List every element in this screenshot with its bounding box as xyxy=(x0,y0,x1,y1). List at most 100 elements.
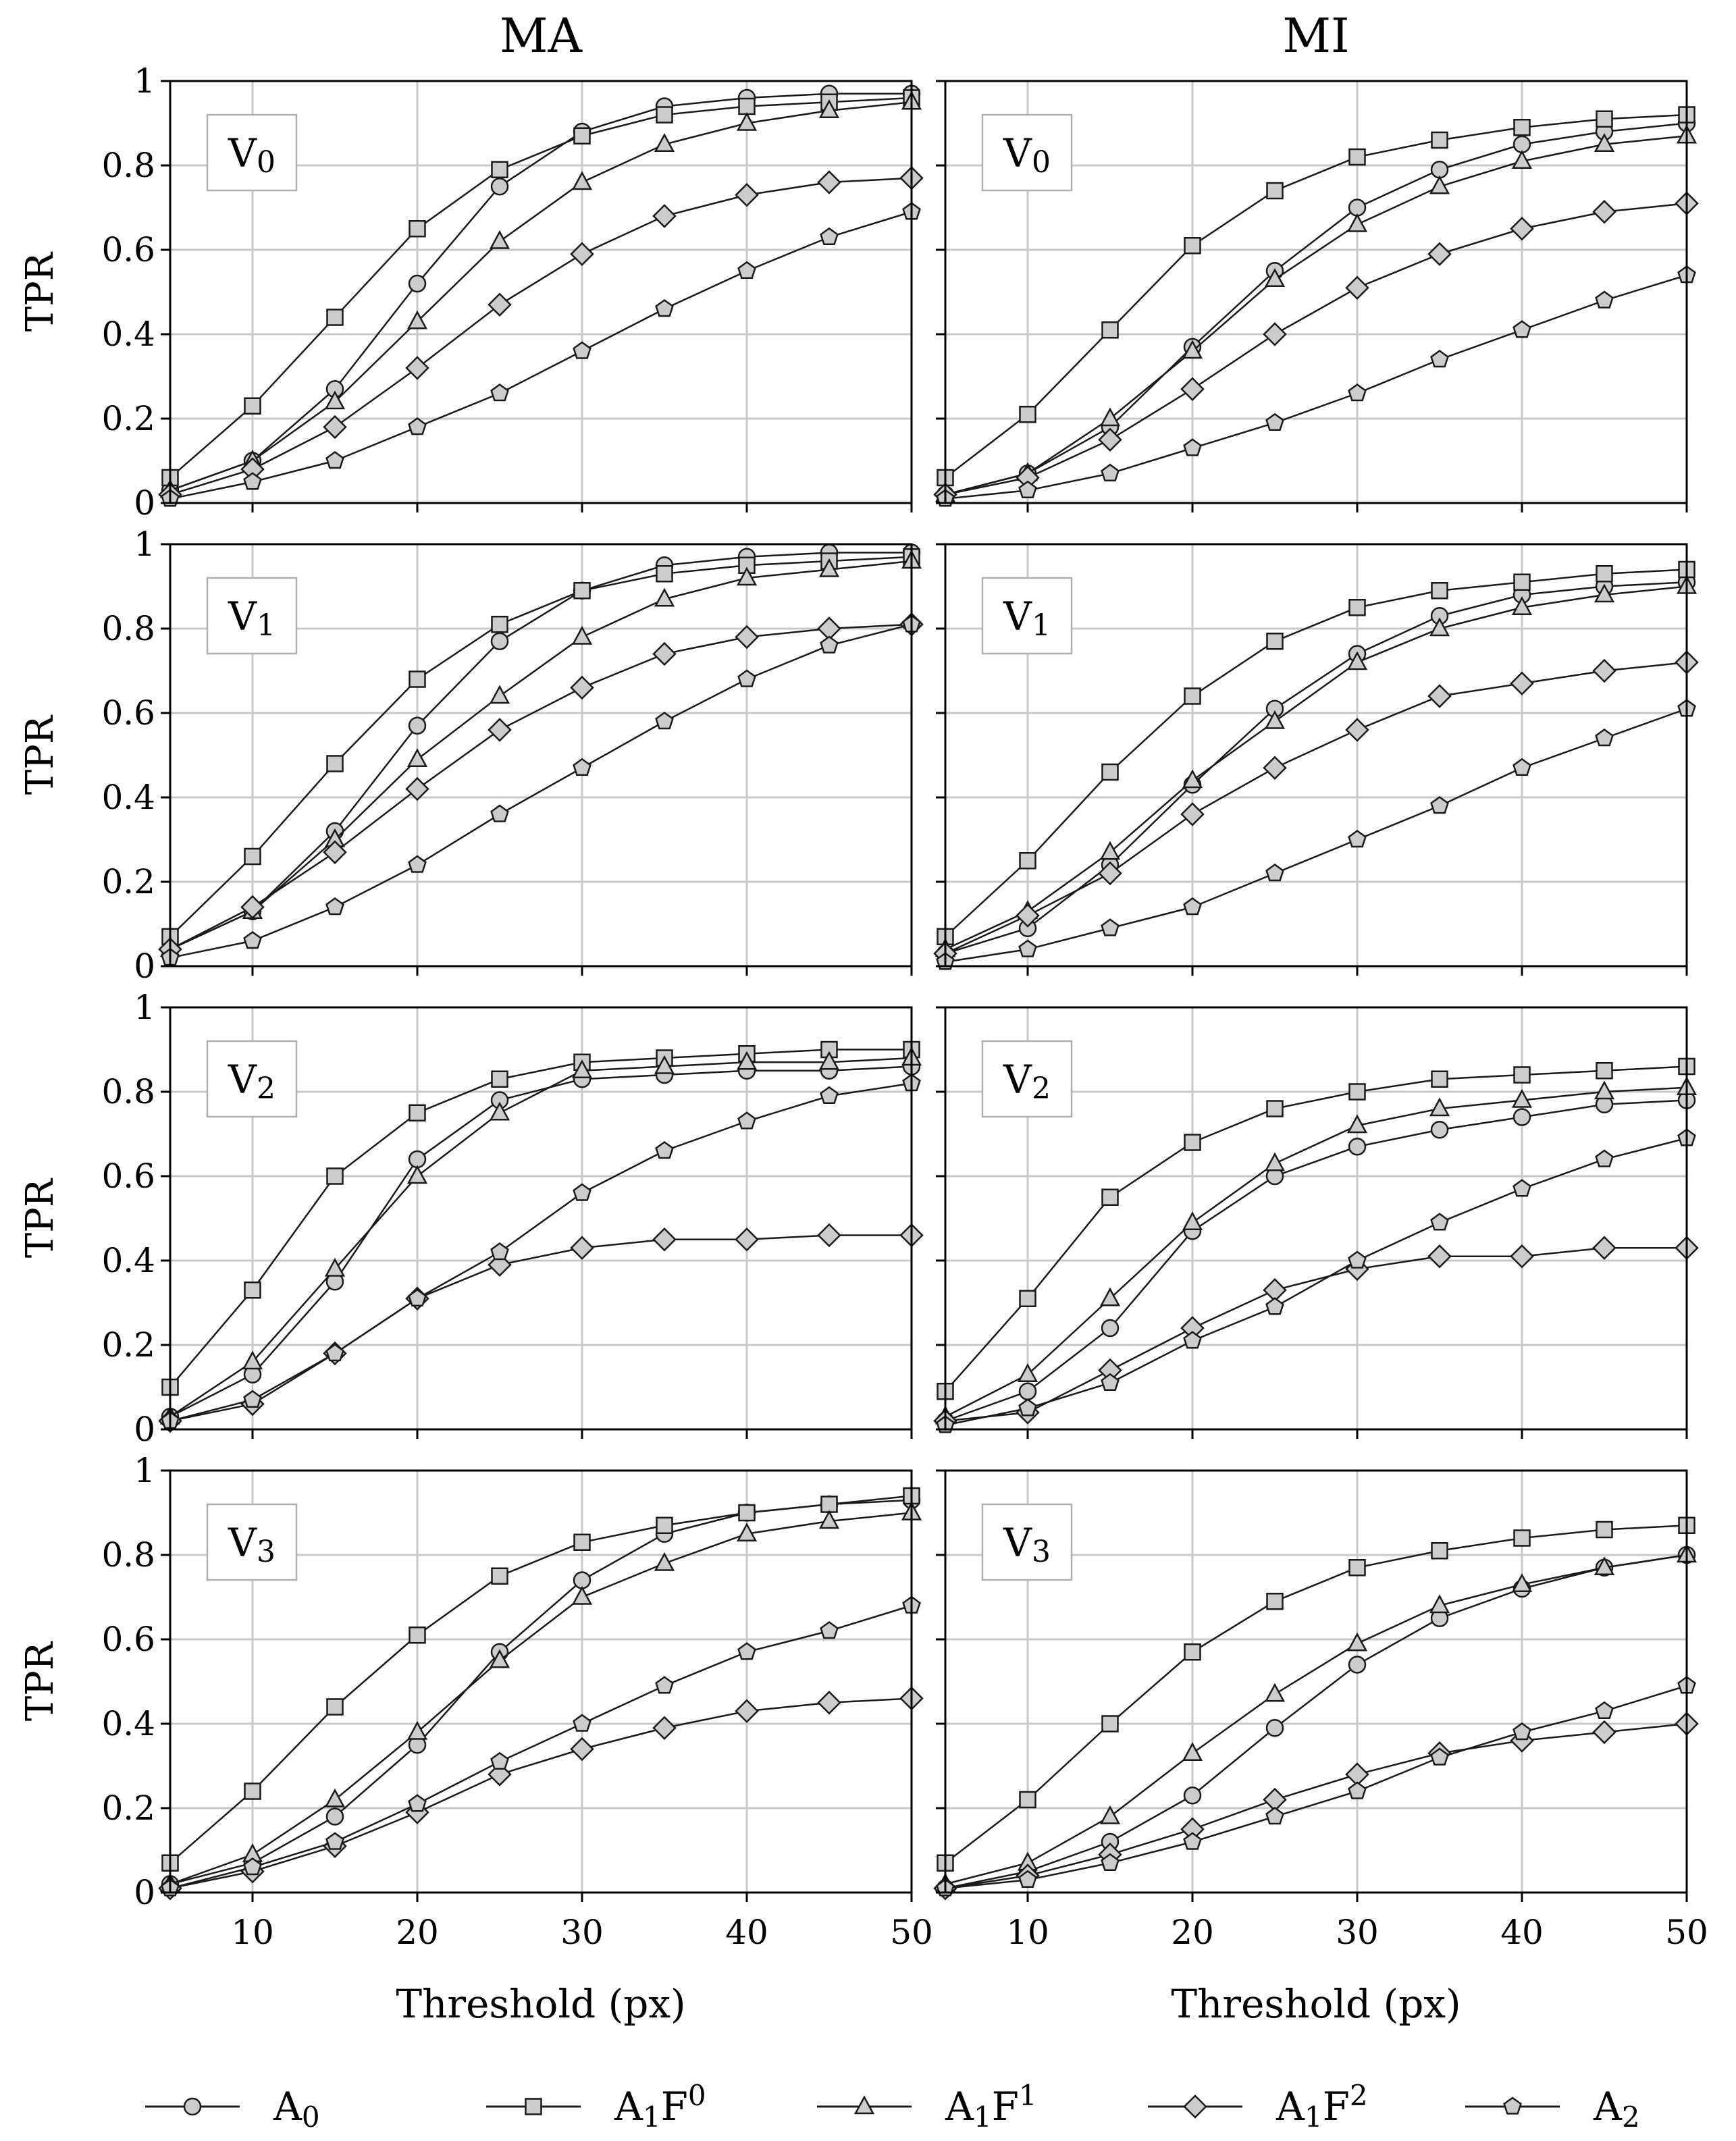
series-line-a1f0 xyxy=(945,569,1687,938)
data-point-a1f0 xyxy=(244,847,261,866)
x-tick-label: 50 xyxy=(890,1913,933,1952)
data-point-a2 xyxy=(573,758,591,776)
legend-label-f: F xyxy=(1323,2084,1350,2130)
data-point-a1f1 xyxy=(654,133,675,152)
data-point-a1f0 xyxy=(1348,148,1366,166)
data-point-a1f0 xyxy=(573,582,591,600)
data-point-a2 xyxy=(655,298,674,317)
data-point-a1f0 xyxy=(573,127,591,144)
data-point-a1f2 xyxy=(735,182,759,207)
data-point-a1f1 xyxy=(1346,651,1368,670)
data-point-a0 xyxy=(408,716,427,735)
plot-frame xyxy=(169,80,913,504)
data-point-a1f0 xyxy=(738,97,756,115)
data-point-a2 xyxy=(325,1343,344,1362)
data-point-a1f1 xyxy=(818,1510,840,1529)
data-point-a1f1 xyxy=(1511,1088,1533,1108)
data-point-a1f1 xyxy=(242,1350,263,1370)
x-tick-label: 20 xyxy=(396,1913,439,1952)
data-point-a0 xyxy=(325,1807,344,1826)
data-point-a1f1 xyxy=(1594,1556,1615,1575)
series-line-a1f2 xyxy=(945,203,1687,496)
data-point-a1f1 xyxy=(736,1051,758,1070)
y-tick-label: 0.4 xyxy=(101,778,155,817)
legend-label: A1F0 xyxy=(614,2079,706,2134)
legend-superscript: 1 xyxy=(1019,2079,1037,2112)
series-line-a1f1 xyxy=(945,585,1687,951)
data-point-a2 xyxy=(408,1288,427,1307)
data-point-a1f2 xyxy=(1592,1236,1616,1261)
x-tick-label: 30 xyxy=(1336,1913,1379,1952)
y-tick-label: 0.8 xyxy=(101,146,155,185)
data-point-a1f1 xyxy=(736,1523,758,1541)
data-point-a1f1 xyxy=(1099,1287,1121,1306)
data-point-a2 xyxy=(325,897,344,916)
legend-subscript: 0 xyxy=(302,2100,320,2134)
data-point-a2 xyxy=(1513,1179,1531,1197)
series-line-a2 xyxy=(945,274,1687,500)
data-point-a1f0 xyxy=(1513,1529,1531,1547)
version-badge-label: V1 xyxy=(228,593,275,643)
data-point-a1f1 xyxy=(571,1059,593,1078)
data-point-a2 xyxy=(737,1642,756,1660)
data-point-a1f2 xyxy=(570,1737,594,1762)
data-point-a2 xyxy=(1018,939,1037,957)
data-point-a2 xyxy=(490,383,509,402)
data-point-a1f1 xyxy=(1017,1363,1038,1382)
data-point-a2 xyxy=(1430,349,1449,368)
legend-label: A1F2 xyxy=(1275,2079,1368,2134)
series-line-a1f2 xyxy=(169,1234,912,1422)
x-tick-label: 30 xyxy=(560,1913,604,1952)
data-point-a1f0 xyxy=(491,616,508,633)
series-line-a1f2 xyxy=(169,177,912,496)
column-title-mi: MI xyxy=(1282,8,1349,63)
data-point-a1f1 xyxy=(489,230,510,249)
data-point-a2 xyxy=(408,417,427,435)
series-line-a2 xyxy=(169,1082,912,1422)
x-tick-label: 20 xyxy=(1171,1913,1214,1952)
data-point-a2 xyxy=(1513,1722,1531,1741)
data-point-a1f0 xyxy=(656,106,673,124)
series-line-a0 xyxy=(169,552,912,951)
data-point-a1f0 xyxy=(409,220,426,238)
series-line-a1f1 xyxy=(945,1086,1687,1418)
version-badge xyxy=(206,1503,298,1581)
x-tick-label: 50 xyxy=(1665,1913,1708,1952)
data-point-a1f2 xyxy=(323,415,347,440)
data-point-a1f0 xyxy=(1184,687,1201,705)
data-point-a1f0 xyxy=(1266,182,1284,200)
data-point-a1f2 xyxy=(652,1227,677,1252)
series-line-a2 xyxy=(945,1137,1687,1426)
data-point-a1f1 xyxy=(1099,1805,1121,1824)
x-tick-label: 10 xyxy=(231,1913,274,1952)
data-point-a1f0 xyxy=(1019,1791,1036,1809)
data-point-a1f0 xyxy=(326,755,344,772)
version-badge-subscript: 1 xyxy=(1032,608,1051,643)
data-point-a1f2 xyxy=(1345,275,1369,300)
legend-subscript: 1 xyxy=(1305,2100,1323,2134)
data-point-a1f2 xyxy=(570,242,594,267)
data-point-a1f0 xyxy=(1266,1100,1284,1117)
y-tick-label: 0.8 xyxy=(101,1072,155,1111)
data-point-a1f0 xyxy=(491,1567,508,1585)
data-point-a1f1 xyxy=(654,1055,675,1074)
data-point-a2 xyxy=(1595,1701,1614,1720)
y-tick-label: 0.6 xyxy=(101,1620,155,1659)
series-line-a2 xyxy=(169,211,912,500)
data-point-a1f0 xyxy=(1101,1715,1119,1733)
data-point-a1f2 xyxy=(488,718,512,742)
version-badge-subscript: 0 xyxy=(1032,145,1051,180)
data-point-a1f1 xyxy=(406,1165,428,1184)
legend-entry-a1f2: A1F2 xyxy=(1148,2079,1368,2134)
data-point-a1f1 xyxy=(1594,1080,1615,1100)
data-point-a1f1 xyxy=(1099,407,1121,427)
x-tick-label: 40 xyxy=(725,1913,768,1952)
data-point-a1f2 xyxy=(817,1223,841,1248)
series-line-a1f1 xyxy=(945,135,1687,496)
data-point-a2 xyxy=(408,1794,427,1812)
data-point-a1f1 xyxy=(1182,1211,1203,1230)
data-point-a2 xyxy=(325,1832,344,1850)
data-point-a1f0 xyxy=(491,1070,508,1088)
